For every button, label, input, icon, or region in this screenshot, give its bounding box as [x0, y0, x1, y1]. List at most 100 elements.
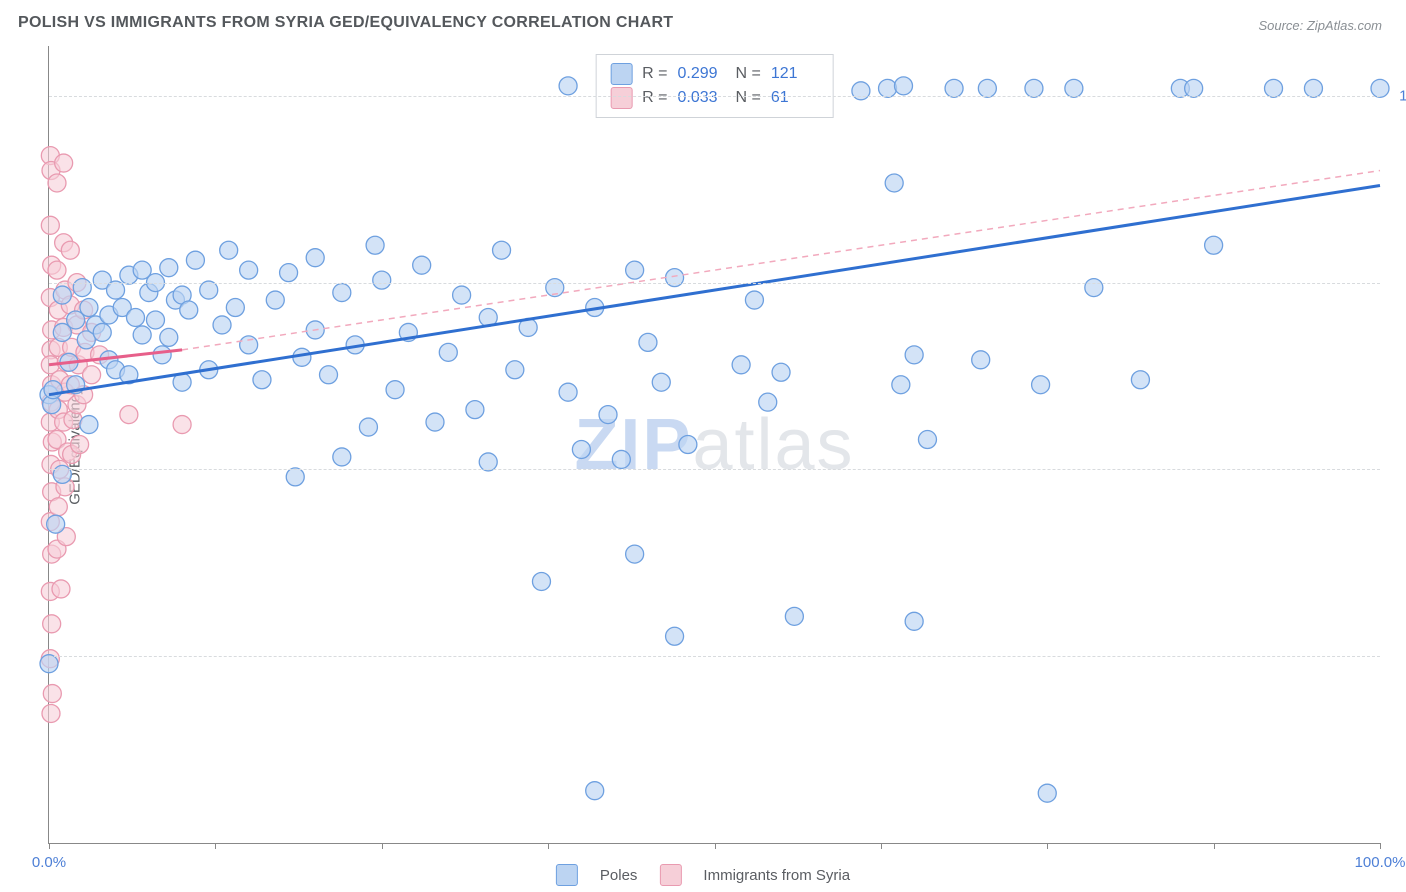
chart-title: POLISH VS IMMIGRANTS FROM SYRIA GED/EQUI… [18, 14, 673, 32]
scatter-point [186, 251, 204, 269]
legend-swatch-syria [659, 864, 681, 886]
scatter-point [612, 450, 630, 468]
scatter-svg [49, 46, 1380, 843]
scatter-point [240, 261, 258, 279]
scatter-point [333, 448, 351, 466]
scatter-point [852, 82, 870, 100]
stats-r-label: R = [642, 89, 667, 107]
scatter-point [1185, 79, 1203, 97]
scatter-point [386, 381, 404, 399]
scatter-point [466, 401, 484, 419]
scatter-point [52, 580, 70, 598]
scatter-point [220, 241, 238, 259]
stats-swatch-syria [610, 87, 632, 109]
scatter-point [1038, 784, 1056, 802]
scatter-point [639, 333, 657, 351]
scatter-point [160, 259, 178, 277]
scatter-point [905, 612, 923, 630]
scatter-point [745, 291, 763, 309]
scatter-point [43, 685, 61, 703]
stats-r-poles: 0.299 [678, 65, 726, 83]
scatter-point [93, 323, 111, 341]
scatter-point [785, 607, 803, 625]
stats-swatch-poles [610, 63, 632, 85]
scatter-point [1371, 79, 1389, 97]
scatter-point [413, 256, 431, 274]
scatter-point [44, 381, 62, 399]
legend-label-syria: Immigrants from Syria [703, 867, 850, 884]
scatter-point [107, 281, 125, 299]
scatter-point [426, 413, 444, 431]
source-attribution: Source: ZipAtlas.com [1258, 18, 1382, 33]
scatter-point [53, 286, 71, 304]
scatter-point [506, 361, 524, 379]
legend-label-poles: Poles [600, 867, 638, 884]
scatter-point [559, 383, 577, 401]
scatter-point [732, 356, 750, 374]
scatter-point [626, 261, 644, 279]
scatter-point [83, 366, 101, 384]
scatter-point [905, 346, 923, 364]
scatter-point [333, 284, 351, 302]
scatter-point [48, 261, 66, 279]
scatter-point [1304, 79, 1322, 97]
scatter-point [40, 655, 58, 673]
trend-line [49, 185, 1380, 394]
scatter-point [266, 291, 284, 309]
scatter-point [180, 301, 198, 319]
scatter-point [133, 326, 151, 344]
scatter-point [1085, 279, 1103, 297]
scatter-point [42, 704, 60, 722]
scatter-point [47, 515, 65, 533]
scatter-point [1205, 236, 1223, 254]
stats-n-label: N = [736, 65, 761, 83]
scatter-point [879, 79, 897, 97]
scatter-point [1265, 79, 1283, 97]
trend-line [182, 171, 1380, 350]
scatter-point [49, 498, 67, 516]
scatter-point [892, 376, 910, 394]
stats-box: R = 0.299 N = 121 R = 0.033 N = 61 [595, 54, 834, 118]
stats-row-poles: R = 0.299 N = 121 [610, 63, 819, 85]
scatter-point [918, 431, 936, 449]
scatter-point [73, 279, 91, 297]
scatter-point [1131, 371, 1149, 389]
scatter-point [213, 316, 231, 334]
scatter-point [153, 346, 171, 364]
scatter-point [160, 328, 178, 346]
y-tick-label: 92.5% [1390, 274, 1406, 291]
stats-n-poles: 121 [771, 65, 819, 83]
scatter-point [55, 154, 73, 172]
scatter-point [80, 416, 98, 434]
scatter-point [240, 336, 258, 354]
legend-swatch-poles [556, 864, 578, 886]
scatter-point [652, 373, 670, 391]
scatter-point [532, 572, 550, 590]
scatter-point [61, 241, 79, 259]
scatter-point [572, 440, 590, 458]
scatter-point [679, 436, 697, 454]
scatter-point [772, 363, 790, 381]
scatter-point [373, 271, 391, 289]
scatter-point [320, 366, 338, 384]
chart-plot-area: ZIPatlas R = 0.299 N = 121 R = 0.033 N =… [48, 46, 1380, 844]
scatter-point [306, 249, 324, 267]
scatter-point [366, 236, 384, 254]
y-tick-label: 85.0% [1390, 461, 1406, 478]
stats-row-syria: R = 0.033 N = 61 [610, 87, 819, 109]
scatter-point [439, 343, 457, 361]
scatter-point [885, 174, 903, 192]
scatter-point [48, 174, 66, 192]
stats-n-syria: 61 [771, 89, 819, 107]
stats-r-syria: 0.033 [678, 89, 726, 107]
scatter-point [173, 416, 191, 434]
scatter-point [80, 299, 98, 317]
scatter-point [71, 436, 89, 454]
scatter-point [626, 545, 644, 563]
stats-n-label: N = [736, 89, 761, 107]
scatter-point [978, 79, 996, 97]
scatter-point [1032, 376, 1050, 394]
scatter-point [127, 308, 145, 326]
scatter-point [493, 241, 511, 259]
scatter-point [253, 371, 271, 389]
